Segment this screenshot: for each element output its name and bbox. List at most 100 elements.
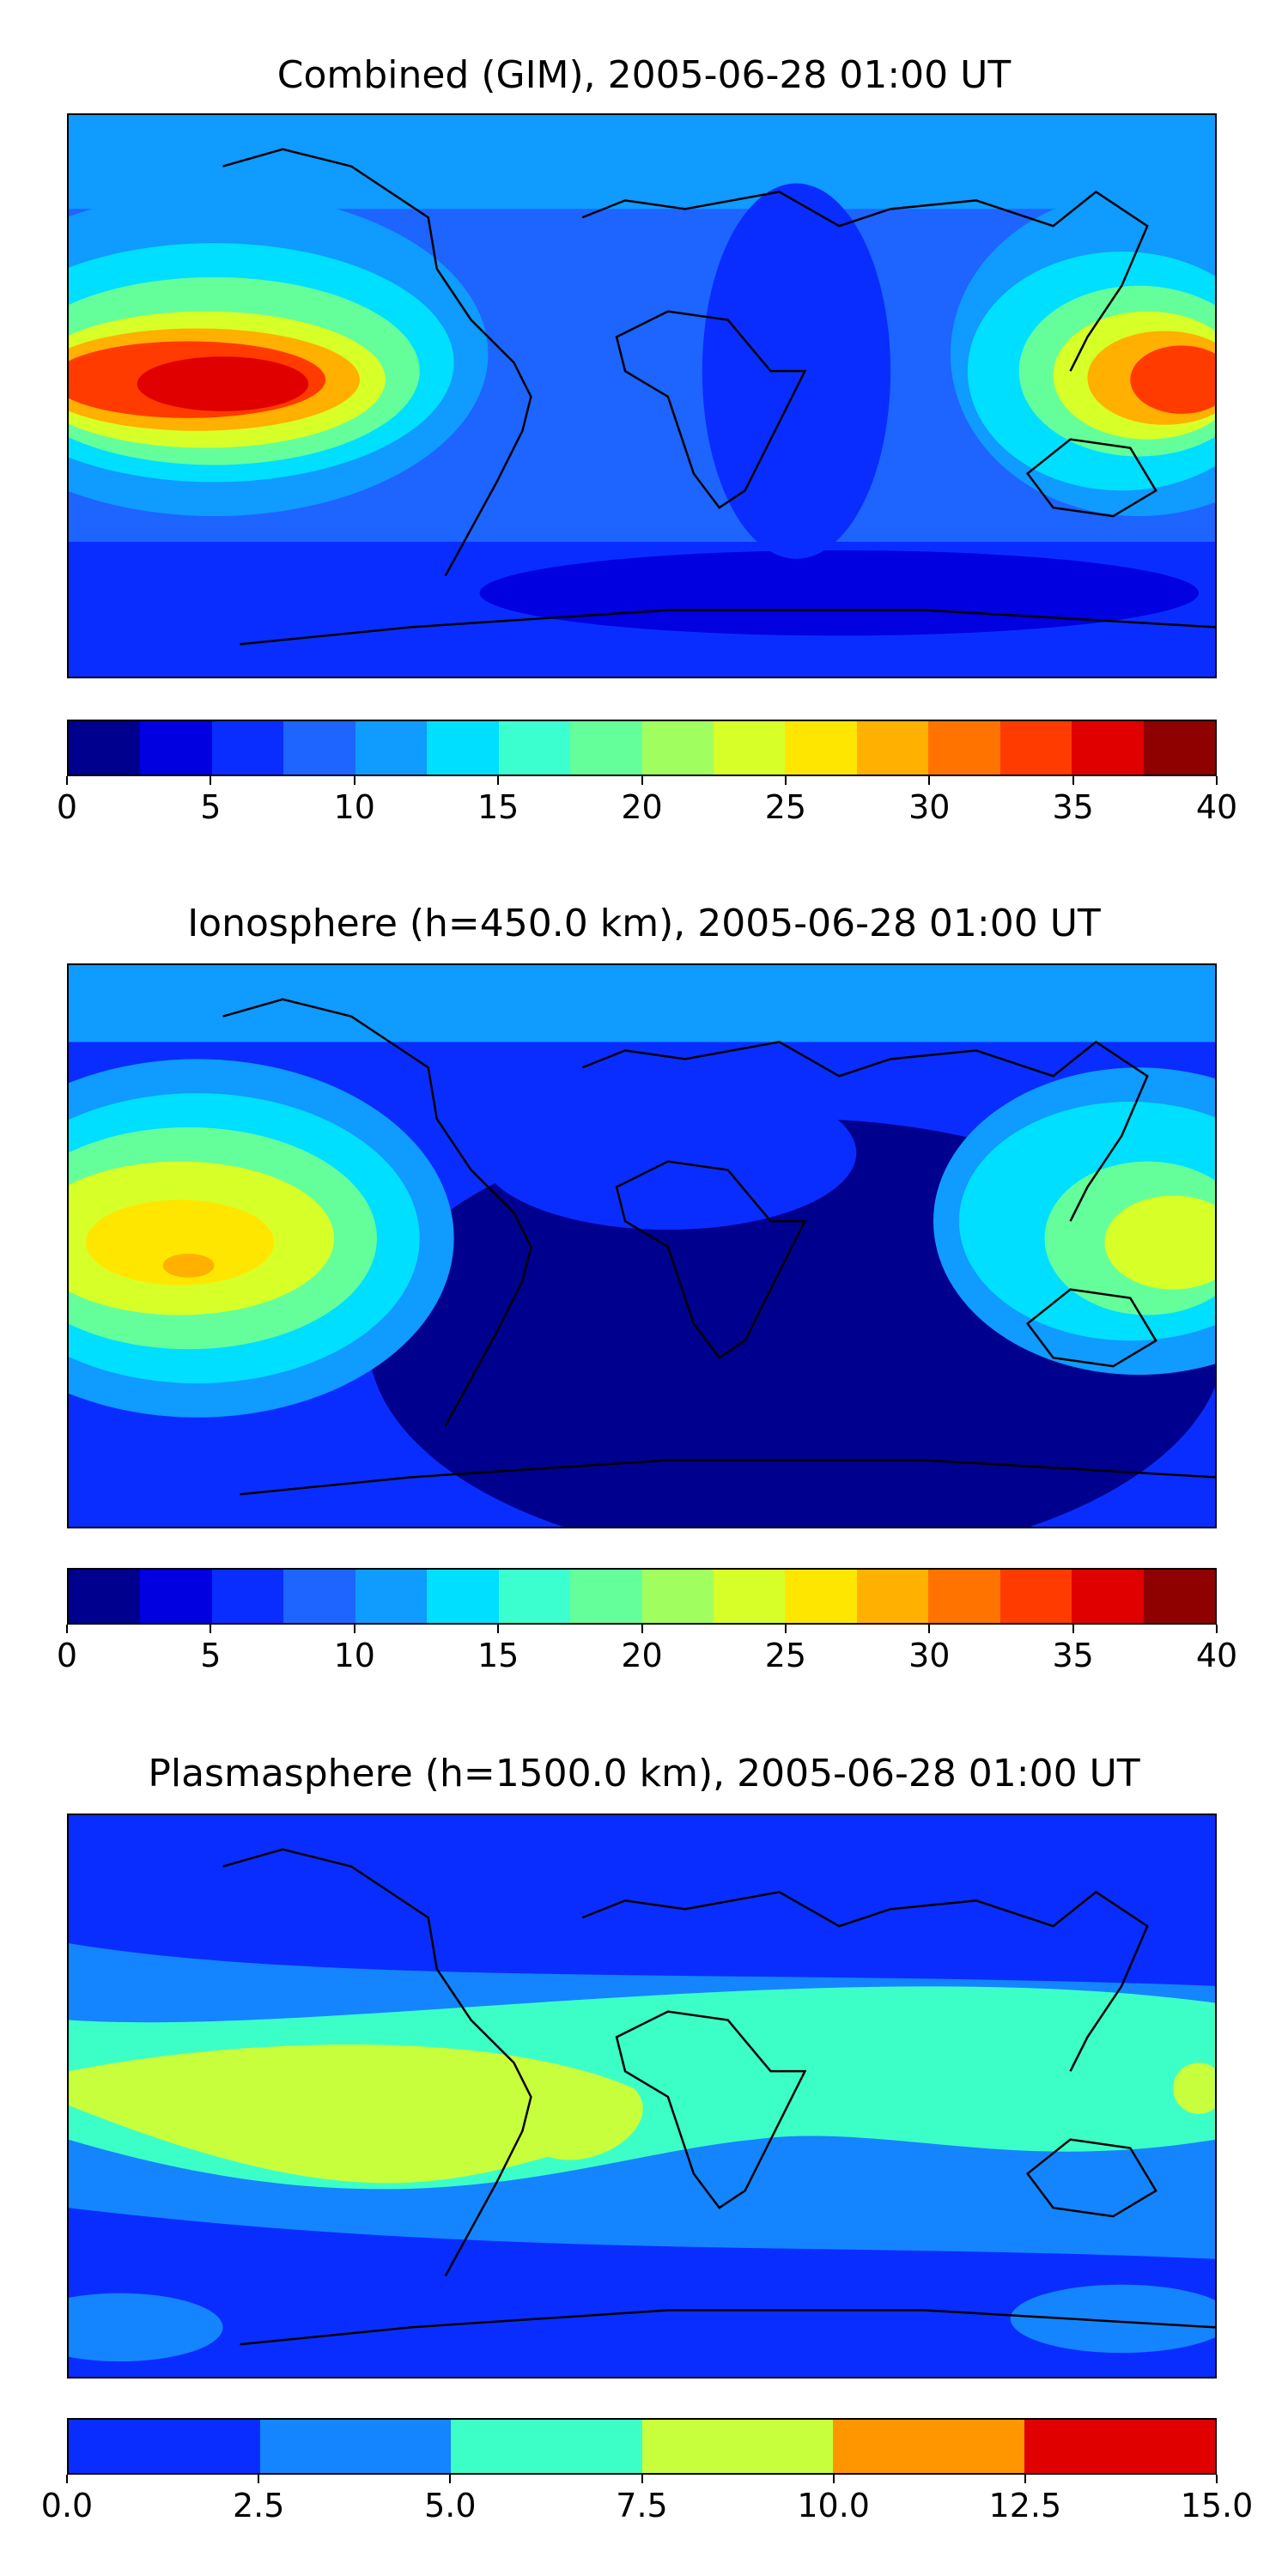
colorbar-segment [498,721,571,775]
tick-label: 0 [56,788,78,826]
tick-label: 30 [908,788,951,826]
colorbar-segment [283,721,355,775]
colorbar-segment [833,2420,1024,2473]
colorbar-combined [67,720,1217,776]
tec-contour-map [69,965,1215,1527]
panel-title-ionosphere: Ionosphere (h=450.0 km), 2005-06-28 01:0… [187,902,1101,945]
colorbar-segment [1072,721,1144,775]
tick-label: 10.0 [797,2487,870,2524]
colorbar-segment [641,1570,714,1623]
tick-mark [784,1625,787,1633]
tick-label: 15.0 [1180,2487,1254,2524]
tick-label: 20 [621,1637,663,1674]
colorbar-segment [999,1570,1072,1623]
colorbar-segment [140,1570,212,1623]
colorbar-ticks-ionosphere: 0 5 10 15 20 25 30 35 40 [57,1625,1237,1676]
tick-mark [928,776,931,785]
colorbar-segment [69,2420,260,2473]
colorbar-segment [570,721,642,775]
colorbar-segment [427,721,499,775]
tick-label: 15 [477,1637,519,1674]
colorbar-segment [641,2420,833,2473]
colorbar-segment [928,1570,1000,1623]
colorbar-segment [999,721,1072,775]
tick-label: 25 [764,1637,807,1674]
tick-mark [641,2475,643,2483]
colorbar-segment [498,1570,571,1623]
tick-label: 35 [1052,788,1094,826]
tick-label: 40 [1195,788,1238,826]
colorbar-segment [69,1570,141,1623]
colorbar-segment [1072,1570,1144,1623]
colorbar-segment [1143,1570,1215,1623]
tick-mark [641,776,643,785]
colorbar-segment [856,721,929,775]
tick-label: 7.5 [616,2487,668,2524]
tick-mark [353,1625,355,1633]
colorbar-ticks-combined: 0 5 10 15 20 25 30 35 40 [57,776,1237,828]
tick-label: 35 [1052,1637,1094,1674]
colorbar-segment [259,2420,451,2473]
tick-mark [497,1625,500,1633]
tick-mark [1072,1625,1074,1633]
colorbar-segment [211,1570,284,1623]
colorbar-segment [1143,721,1215,775]
tick-mark [1216,1625,1218,1633]
tick-label: 5.0 [424,2487,477,2524]
tick-mark [66,1625,68,1633]
tec-contour-map [69,115,1215,677]
colorbar-segment [451,2420,642,2473]
tick-mark [210,1625,212,1633]
colorbar-segment [1024,2420,1215,2473]
tec-contour-map [69,1815,1215,2377]
tick-mark [497,776,500,785]
colorbar-segment [856,1570,929,1623]
tick-label: 12.5 [988,2487,1062,2524]
colorbar-ticks-plasmasphere: 0.0 2.5 5.0 7.5 10.0 12.5 15.0 [41,2475,1253,2526]
colorbar-segment [928,721,1000,775]
colorbar-ionosphere [67,1568,1217,1625]
tick-label: 10 [333,788,375,826]
tick-label: 0.0 [40,2487,94,2524]
tick-label: 15 [477,788,519,826]
tick-mark [66,776,68,785]
tick-label: 25 [764,788,807,826]
tick-mark [258,2475,260,2483]
colorbar-segment [355,1570,428,1623]
colorbar-segment [785,721,857,775]
tick-label: 40 [1195,1637,1238,1674]
panel-title-plasmasphere: Plasmasphere (h=1500.0 km), 2005-06-28 0… [148,1752,1140,1795]
colorbar-segment [355,721,428,775]
tick-label: 5 [200,788,222,826]
colorbar-segment [283,1570,355,1623]
tick-mark [1216,2475,1218,2483]
colorbar-segment [211,721,284,775]
colorbar-segment [140,721,212,775]
colorbar-segment [570,1570,642,1623]
colorbar-segment [427,1570,499,1623]
panel-title-combined: Combined (GIM), 2005-06-28 01:00 UT [276,53,1012,97]
tick-mark [210,776,212,785]
tick-label: 2.5 [232,2487,285,2524]
tick-label: 30 [908,1637,951,1674]
tick-mark [641,1625,643,1633]
tick-mark [353,776,355,785]
colorbar-segment [713,1570,786,1623]
colorbar-segment [713,721,786,775]
tick-label: 20 [621,788,663,826]
tick-mark [66,2475,68,2483]
tick-mark [1216,776,1218,785]
tick-mark [928,1625,931,1633]
tick-mark [832,2475,835,2483]
tick-label: 0 [56,1637,78,1674]
tick-mark [449,2475,452,2483]
colorbar-segment [641,721,714,775]
tick-mark [1024,2475,1026,2483]
colorbar-segment [69,721,141,775]
colorbar-segment [785,1570,857,1623]
tick-label: 10 [333,1637,375,1674]
tick-mark [784,776,787,785]
map-ionosphere [67,963,1217,1528]
tick-label: 5 [200,1637,222,1674]
tick-mark [1072,776,1074,785]
